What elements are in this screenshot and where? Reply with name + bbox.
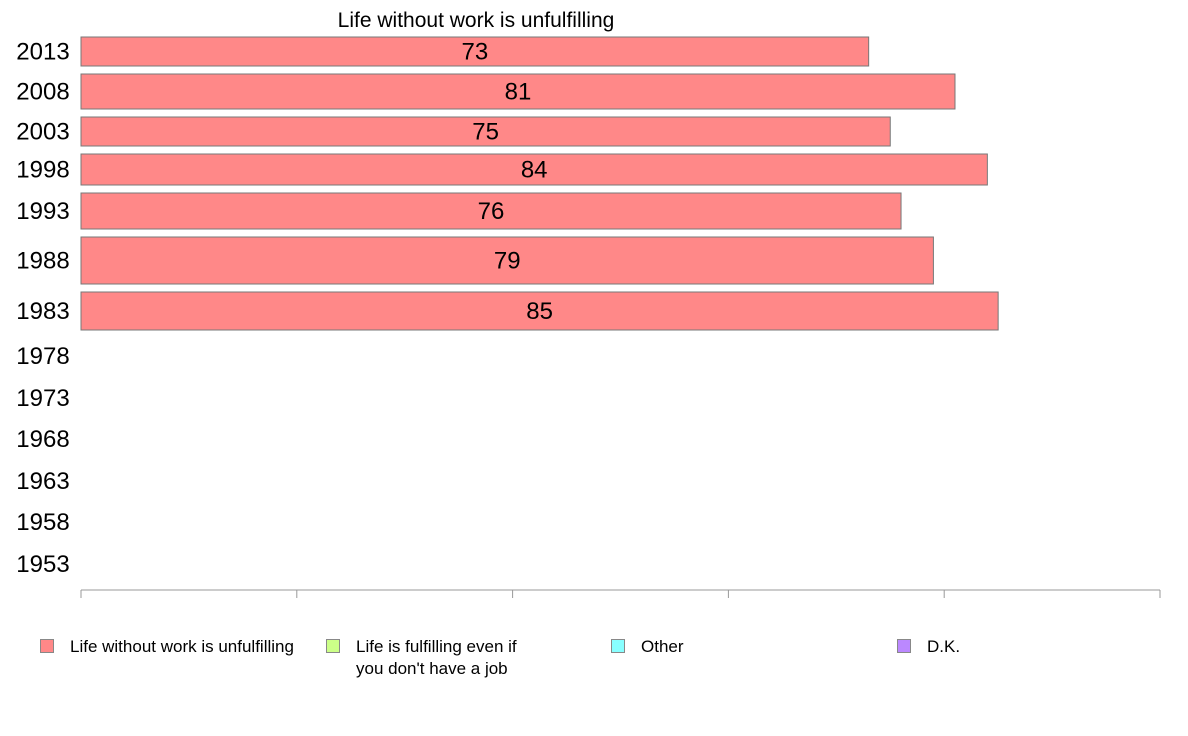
year-label-2003: 2003 [16,119,69,146]
year-label-1973: 1973 [16,385,69,412]
year-label-1998: 1998 [16,157,69,184]
legend-swatch-other [611,639,625,653]
legend-label-other: Other [641,637,684,656]
year-label-1958: 1958 [16,509,69,536]
year-label-1978: 1978 [16,343,69,370]
year-label-1963: 1963 [16,468,69,495]
bar-chart: Life without work is unfulfilling 73 8175… [16,9,1161,598]
bar-value-label-1988: 79 [494,248,521,275]
bar-value-label-1993: 76 [478,198,505,225]
legend-item-fulfilling: Life is fulfilling even if you don't hav… [326,636,517,680]
bar-2008 [80,73,956,110]
bar-value-label-1983: 85 [526,298,553,325]
bar-2003 [80,116,891,147]
legend-label-dk: D.K. [927,637,961,656]
year-label-1988: 1988 [16,248,69,275]
legend-swatch-unfulfilling [40,639,54,653]
bar-value-label-2003: 75 [472,119,499,146]
legend-label-fulfilling: Life is fulfilling even if you don't hav… [356,637,517,678]
bar-1983 [80,291,999,331]
bar-1993 [80,192,902,230]
bar-1998 [80,153,988,186]
year-label-1983: 1983 [16,298,69,325]
bar-2013 [80,36,870,67]
chart-title: Life without work is unfulfilling [338,9,615,32]
year-label-2008: 2008 [16,79,69,106]
legend-item-other: Other [611,636,684,658]
bar-value-label-2013: 73 [461,39,488,66]
year-label-1993: 1993 [16,198,69,225]
year-labels-group: 2013 2008 2003 1998 1993 1988 1983 1978 1973 1968… [16,39,69,579]
year-label-1953: 1953 [16,551,69,578]
legend-label-unfulfilling: Life without work is unfulfilling [70,637,294,656]
legend: Life without work is unfulfilling Life i… [0,636,1188,696]
year-label-2013: 2013 [16,39,69,66]
bar-value-label-2008: 81 [505,79,532,106]
x-axis: 020406080100 [80,589,1161,598]
legend-swatch-fulfilling [326,639,340,653]
bar-value-label-1998: 84 [521,157,548,184]
legend-swatch-dk [897,639,911,653]
legend-item-dk: D.K. [897,636,960,658]
legend-item-unfulfilling: Life without work is unfulfilling [40,636,294,658]
year-label-1968: 1968 [16,426,69,453]
bar-1988 [80,236,934,285]
